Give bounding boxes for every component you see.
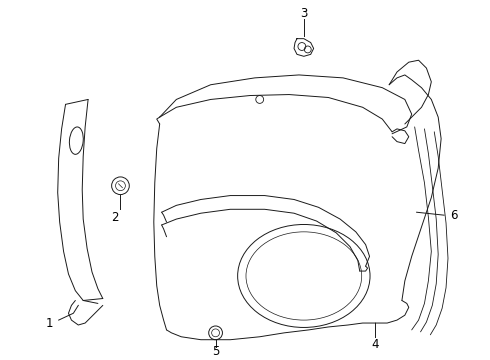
Text: 4: 4	[372, 338, 379, 351]
Text: 6: 6	[450, 209, 458, 222]
Text: 5: 5	[212, 345, 219, 358]
Text: 3: 3	[300, 6, 308, 20]
Text: 1: 1	[46, 316, 53, 329]
Text: 2: 2	[111, 211, 118, 224]
